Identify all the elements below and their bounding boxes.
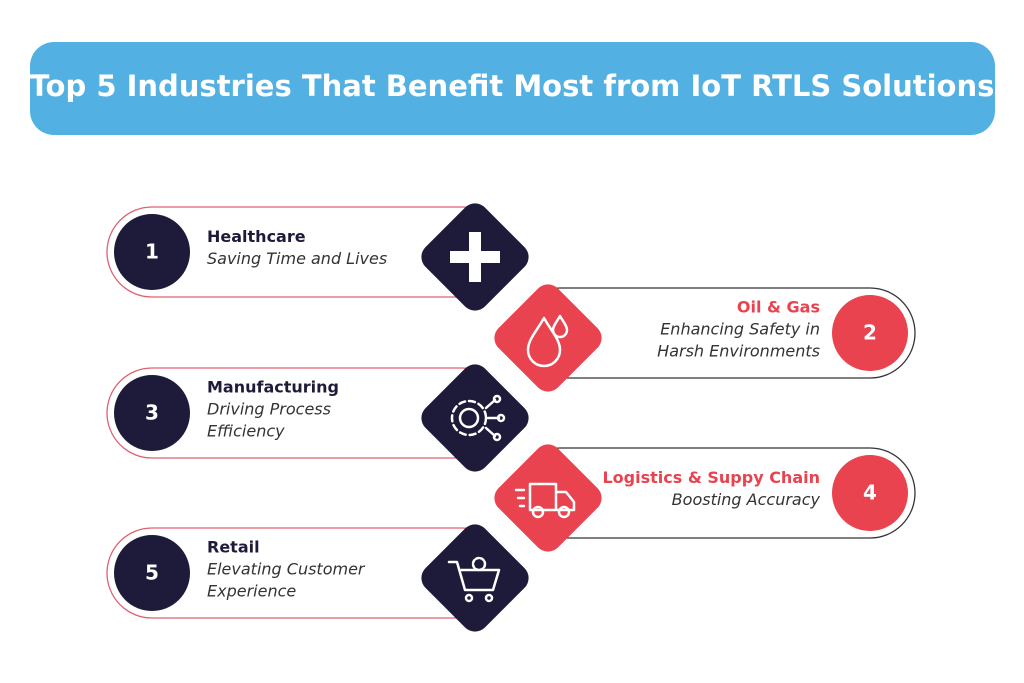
item-subtitle: Driving Process [207, 400, 331, 419]
title-banner [30, 42, 995, 135]
number-badge [114, 535, 190, 611]
number-badge [832, 295, 908, 371]
item-subtitle: Elevating Customer [207, 560, 366, 579]
item-number: 2 [863, 321, 877, 345]
icon [447, 556, 501, 603]
item-subtitle: Harsh Environments [657, 342, 820, 361]
item-title: Retail [207, 538, 260, 557]
item-subtitle: Enhancing Safety in [660, 320, 820, 339]
item: 2 Oil & Gas Enhancing Safety in Harsh Envir… [494, 284, 916, 392]
item-subtitle: Saving Time and Lives [207, 249, 387, 268]
item: 4 Logistics & Suppy Chain Boosting Accurac… [494, 444, 916, 552]
number-badge [832, 455, 908, 531]
item-number: 1 [145, 240, 159, 264]
item: 5 Retail Elevating Customer Experience [106, 524, 529, 632]
item-number: 4 [863, 481, 877, 505]
item-subtitle: Experience [207, 582, 296, 601]
icon-diamond [494, 444, 602, 552]
item-subtitle: Efficiency [207, 422, 285, 441]
title: Top 5 Industries That Benefit Most from … [30, 69, 995, 103]
item-title: Healthcare [207, 227, 306, 246]
item-title: Manufacturing [207, 378, 339, 397]
items: 1 Healthcare Saving Time and Lives 2 Oil & G… [106, 203, 916, 632]
icon [526, 314, 569, 368]
item: 3 Manufacturing Driving Process Efficiency [106, 364, 529, 472]
icon-diamond [494, 284, 602, 392]
number-badge [114, 214, 190, 290]
item-title: Oil & Gas [737, 298, 820, 317]
icon [450, 232, 500, 282]
number-badge [114, 375, 190, 451]
item-number: 3 [145, 401, 159, 425]
item-title: Logistics & Suppy Chain [602, 468, 820, 487]
icon [514, 482, 576, 519]
item: 1 Healthcare Saving Time and Lives [106, 203, 529, 311]
item-subtitle: Boosting Accuracy [672, 490, 821, 509]
icon [450, 394, 506, 442]
item-number: 5 [145, 561, 159, 585]
icon-diamond [421, 524, 529, 632]
icon-diamond [421, 364, 529, 472]
